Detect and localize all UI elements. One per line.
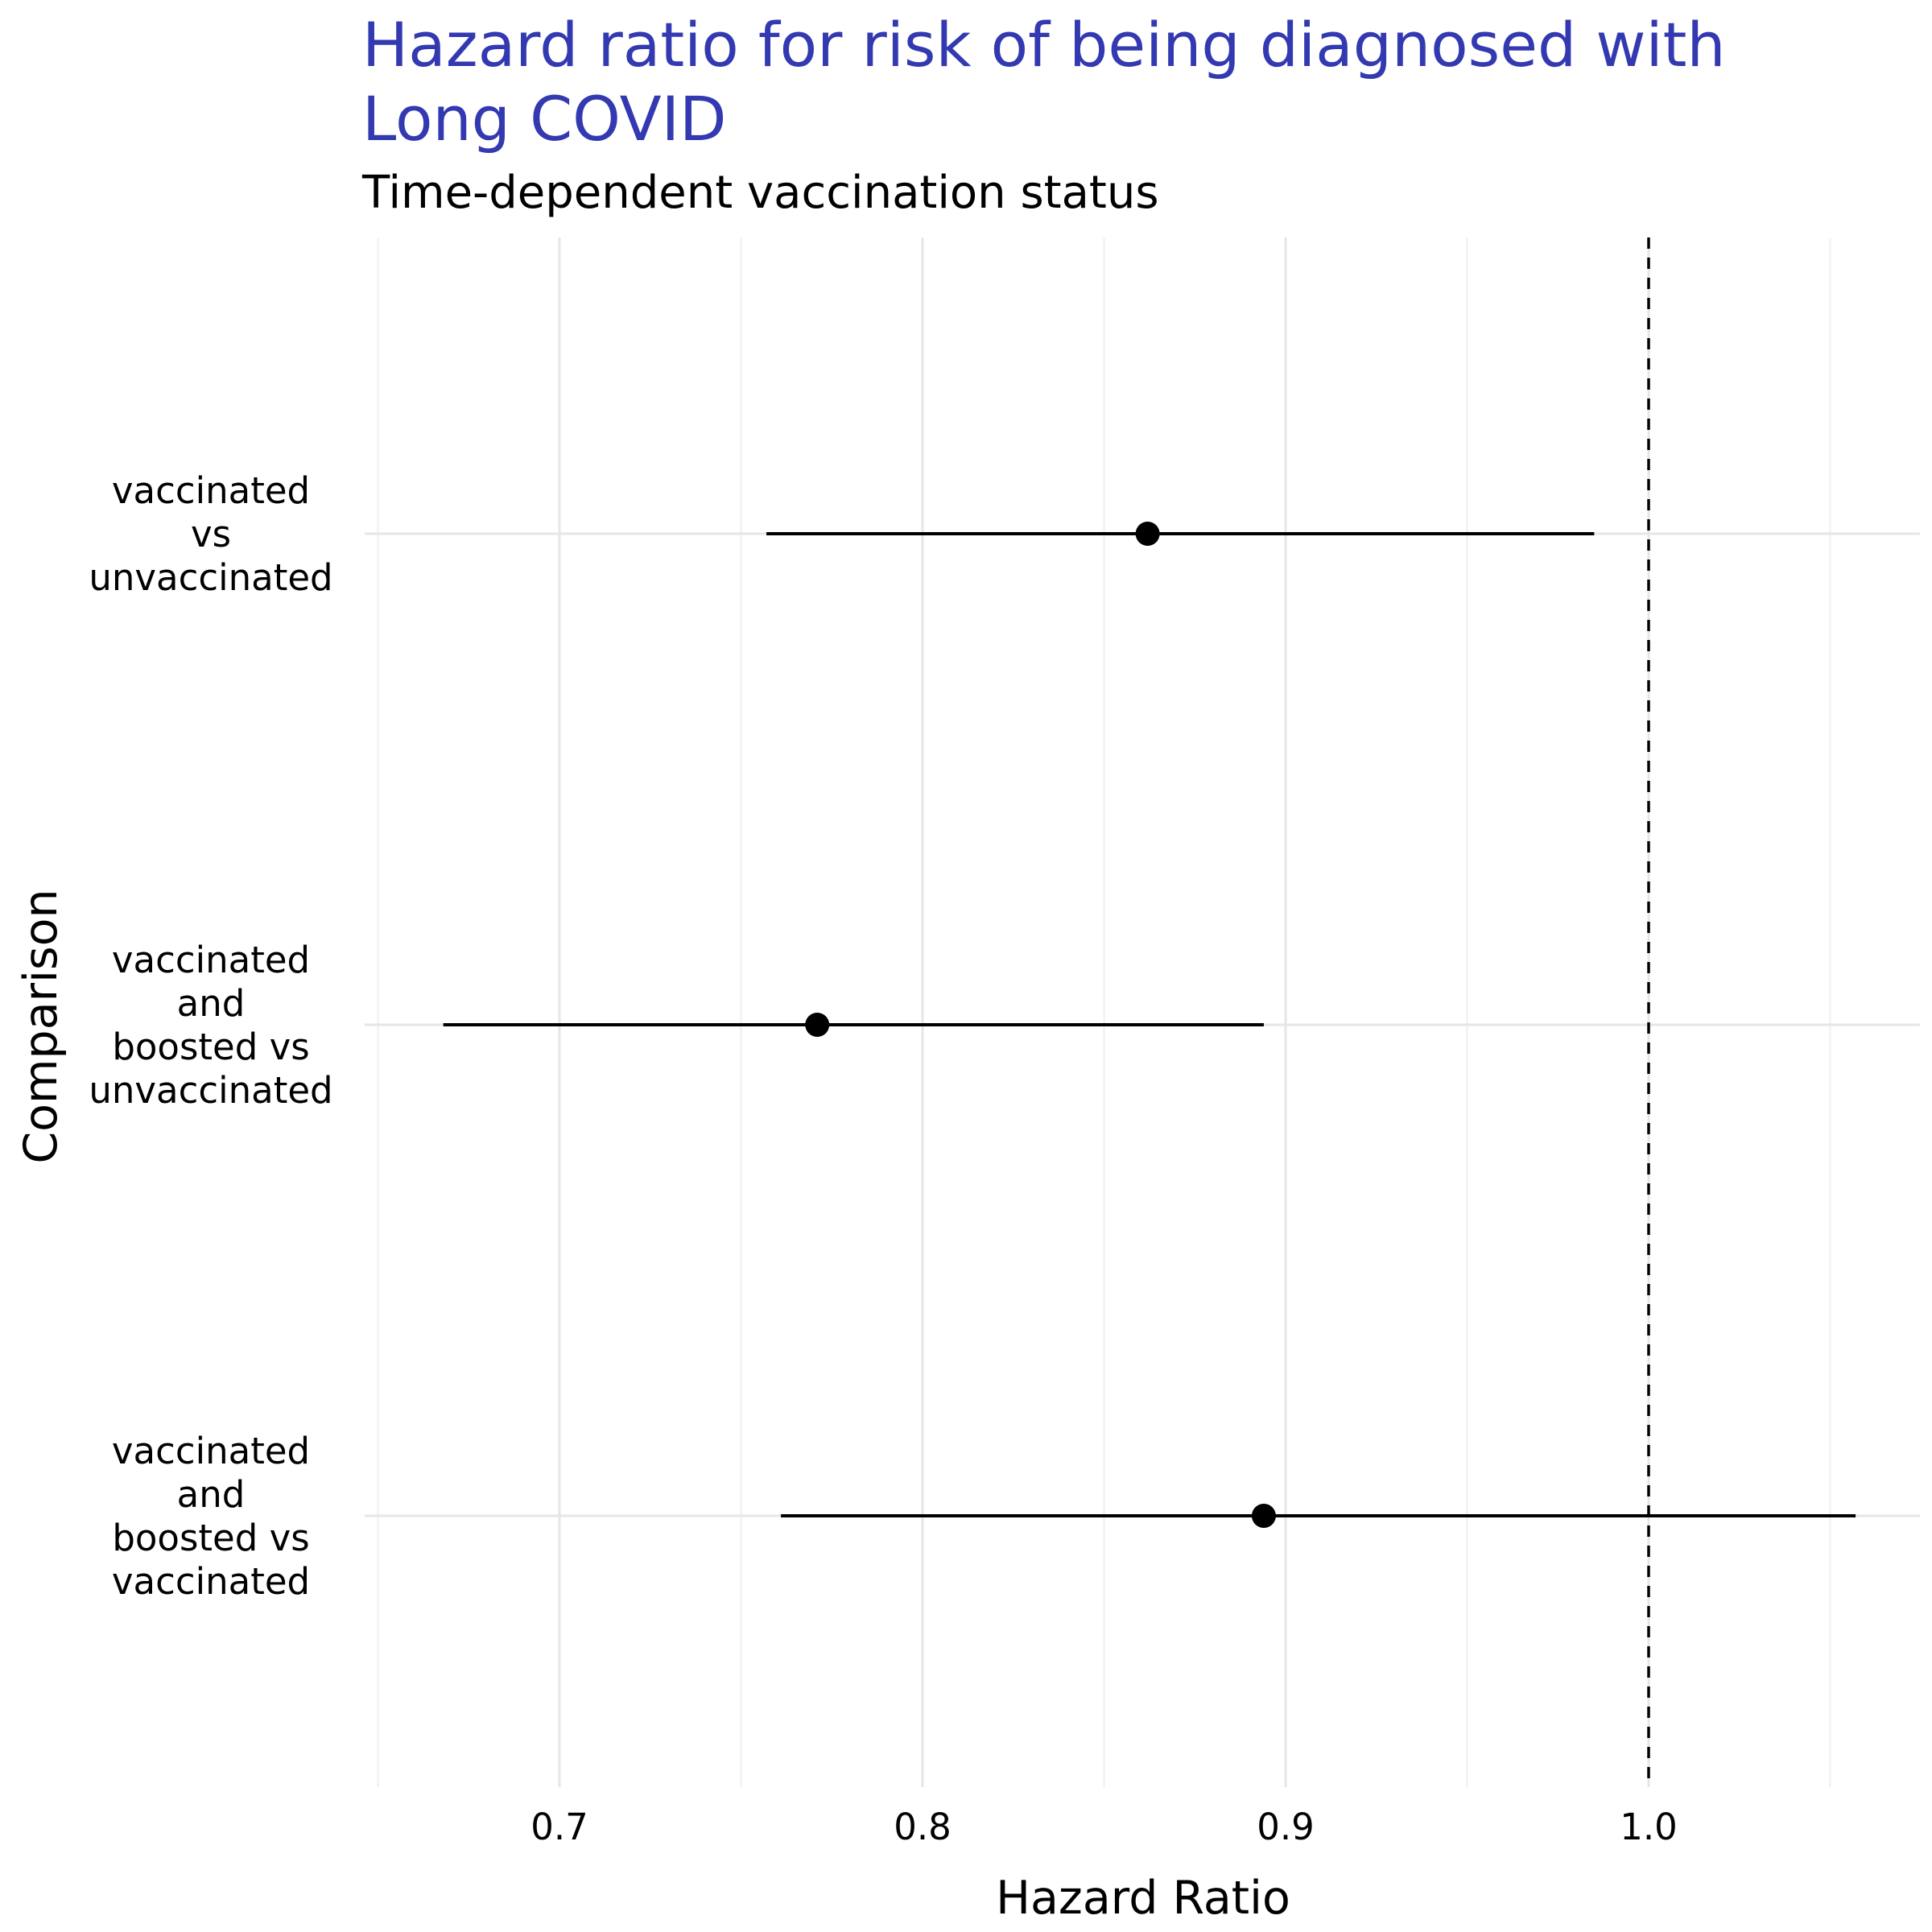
x-tick-labels: 0.7 0.8 0.9 1.0 <box>530 1806 1678 1848</box>
x-axis-title: Hazard Ratio <box>996 1872 1290 1925</box>
y-tick-label-line: unvaccinated <box>89 556 332 599</box>
major-gridlines <box>365 237 1920 1787</box>
point-estimate <box>805 1013 830 1037</box>
y-tick-label-line: unvaccinated <box>89 1069 332 1112</box>
x-tick-label: 1.0 <box>1620 1806 1678 1848</box>
chart-title: Hazard ratio for risk of being diagnosed… <box>362 9 1726 155</box>
confidence-intervals <box>443 532 1856 1517</box>
y-axis-title: Comparison <box>14 889 68 1163</box>
y-tick-label-line: boosted vs <box>112 1026 309 1068</box>
point-estimate <box>1135 522 1160 546</box>
y-tick-label-line: vaccinated <box>112 1430 310 1472</box>
chart-subtitle: Time-dependent vaccination status <box>362 167 1159 219</box>
y-tick-label-line: vaccinated <box>112 939 310 981</box>
point-estimate <box>1251 1504 1276 1528</box>
y-tick-label: vaccinated and boosted vs unvaccinated <box>89 939 332 1112</box>
y-tick-label-line: vs <box>191 513 231 555</box>
y-tick-label: vaccinated and boosted vs vaccinated <box>112 1430 310 1603</box>
y-tick-label-line: boosted vs <box>112 1517 309 1559</box>
y-tick-label-line: vaccinated <box>112 469 310 512</box>
y-tick-label-line: and <box>177 982 246 1025</box>
minor-gridlines <box>377 237 1831 1787</box>
x-tick-label: 0.7 <box>530 1806 588 1848</box>
y-tick-label-line: vaccinated <box>112 1560 310 1603</box>
x-tick-label: 0.9 <box>1257 1806 1315 1848</box>
point-estimates <box>805 522 1276 1528</box>
y-tick-label-line: and <box>177 1473 246 1516</box>
y-tick-label: vaccinated vs unvaccinated <box>89 469 332 599</box>
x-tick-label: 0.8 <box>894 1806 952 1848</box>
